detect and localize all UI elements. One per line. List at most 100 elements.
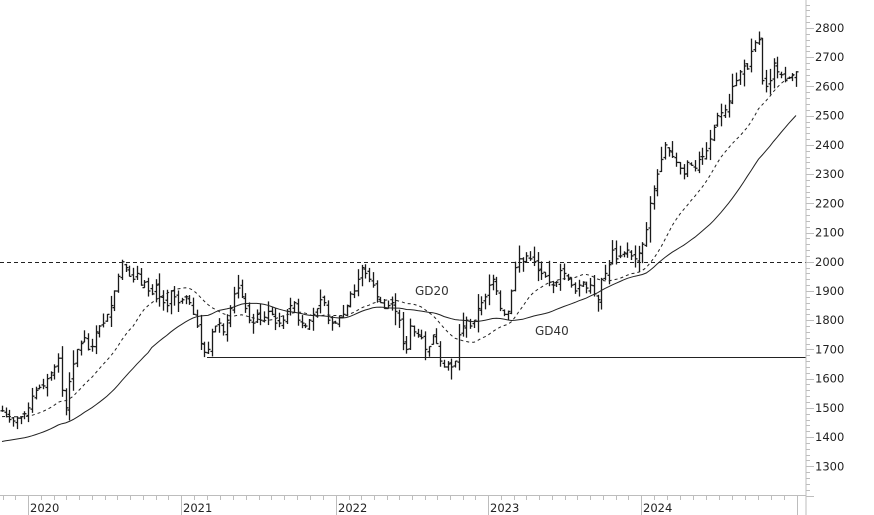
ohlc-bar (536, 252, 541, 282)
ohlc-bar (794, 71, 799, 87)
ohlc-bar (112, 290, 117, 312)
ohlc-bar (161, 290, 166, 311)
ohlc-bar (187, 295, 192, 305)
ohlc-bar (764, 69, 769, 93)
ohlc-bar (101, 313, 106, 328)
ohlc-bar (172, 286, 177, 306)
ohlc-bar (760, 37, 765, 85)
ohlc-bar (49, 371, 54, 381)
ohlc-bar (528, 251, 533, 261)
ohlc-bar (682, 164, 687, 180)
ma20-line (1, 73, 797, 418)
ohlc-bar (277, 312, 282, 328)
ohlc-bar (569, 276, 574, 288)
ohlc-bar (779, 71, 784, 79)
ohlc-bar (423, 331, 428, 361)
annotation-gd40: GD40 (535, 324, 569, 338)
ohlc-bar (581, 281, 586, 287)
x-axis-ticks (3, 495, 785, 515)
ohlc-bar (419, 329, 424, 340)
ohlc-bar (326, 300, 331, 325)
ohlc-bar (60, 346, 65, 397)
ohlc-bar (446, 361, 451, 371)
ohlc-bar (71, 350, 76, 391)
ohlc-bar (221, 323, 226, 336)
ohlc-bar (742, 59, 747, 87)
y-tick-label: 2800 (815, 21, 844, 35)
ohlc-bar (625, 242, 630, 258)
ohlc-bar (502, 309, 507, 317)
ohlc-bar (558, 263, 563, 291)
ohlc-bar (202, 341, 207, 358)
ohlc-bar (431, 334, 436, 345)
ohlc-bar (479, 296, 484, 316)
ohlc-bar (753, 40, 758, 52)
ohlc-bar (26, 402, 31, 423)
ohlc-bar (378, 296, 383, 304)
ohlc-bar (689, 162, 694, 166)
ohlc-bar (487, 274, 492, 306)
ohlc-bar (176, 290, 181, 312)
ohlc-bar (670, 141, 675, 158)
ohlc-bar (697, 151, 702, 174)
ohlc-bar (652, 185, 657, 210)
ohlc-bar (210, 328, 215, 357)
y-tick-label: 2000 (815, 255, 844, 269)
ohlc-bar (67, 372, 72, 421)
ohlc-bar (64, 388, 69, 416)
ohlc-bar (333, 320, 338, 324)
x-tick-label: 2023 (490, 501, 519, 515)
ohlc-bar (719, 103, 724, 127)
horizontal-lines (0, 262, 806, 358)
ohlc-bar (37, 384, 42, 390)
ohlc-bar (367, 267, 372, 283)
ohlc-bar (288, 297, 293, 316)
x-tick-label: 2022 (338, 501, 367, 515)
ohlc-bar (127, 265, 132, 278)
y-tick-label: 2400 (815, 138, 844, 152)
ohlc-bar (213, 325, 218, 333)
y-tick-label: 2700 (815, 50, 844, 64)
ohlc-bar (655, 169, 660, 197)
ohlc-bar (180, 297, 185, 304)
ohlc-bar (768, 68, 773, 95)
ohlc-bar (757, 31, 762, 45)
ohlc-bar (300, 315, 305, 329)
ohlc-bar (491, 274, 496, 291)
ohlc-bar (206, 341, 211, 354)
ohlc-bar (629, 250, 634, 261)
ohlc-bar (521, 257, 526, 272)
ohlc-bar (146, 277, 151, 297)
ohlc-bar (622, 251, 627, 258)
ohlc-bar (427, 345, 432, 357)
ohlc-bar (637, 245, 642, 273)
ohlc-bar (749, 38, 754, 73)
ohlc-bar (644, 222, 649, 247)
ohlc-bar (678, 161, 683, 175)
ohlc-bar (56, 353, 61, 373)
ohlc-bar (348, 291, 353, 308)
ohlc-bar (330, 315, 335, 331)
y-tick-label: 1800 (815, 313, 844, 327)
ohlc-bar (255, 309, 260, 324)
ohlc-bar (513, 261, 518, 292)
ohlc-bar (94, 325, 99, 355)
ohlc-bar (633, 245, 638, 268)
ohlc-bar (685, 160, 690, 178)
ohlc-bar (408, 318, 413, 350)
ohlc-bar (386, 300, 391, 310)
ohlc-bar (240, 279, 245, 299)
y-tick-label: 1500 (815, 401, 844, 415)
ohlc-bar (723, 104, 728, 118)
y-tick-label: 1900 (815, 284, 844, 298)
y-tick-label: 1600 (815, 372, 844, 386)
ohlc-bar (543, 271, 548, 278)
ohlc-bar (341, 304, 346, 318)
ohlc-bars (0, 31, 799, 430)
y-axis-labels: 2800 2700 2600 2500 2400 2300 2200 2100 2000 1900… (815, 21, 844, 473)
ohlc-bar (97, 325, 102, 338)
ohlc-bar (715, 112, 720, 127)
ohlc-bar (41, 378, 46, 390)
ohlc-bar (270, 307, 275, 316)
ohlc-bar (247, 302, 252, 324)
